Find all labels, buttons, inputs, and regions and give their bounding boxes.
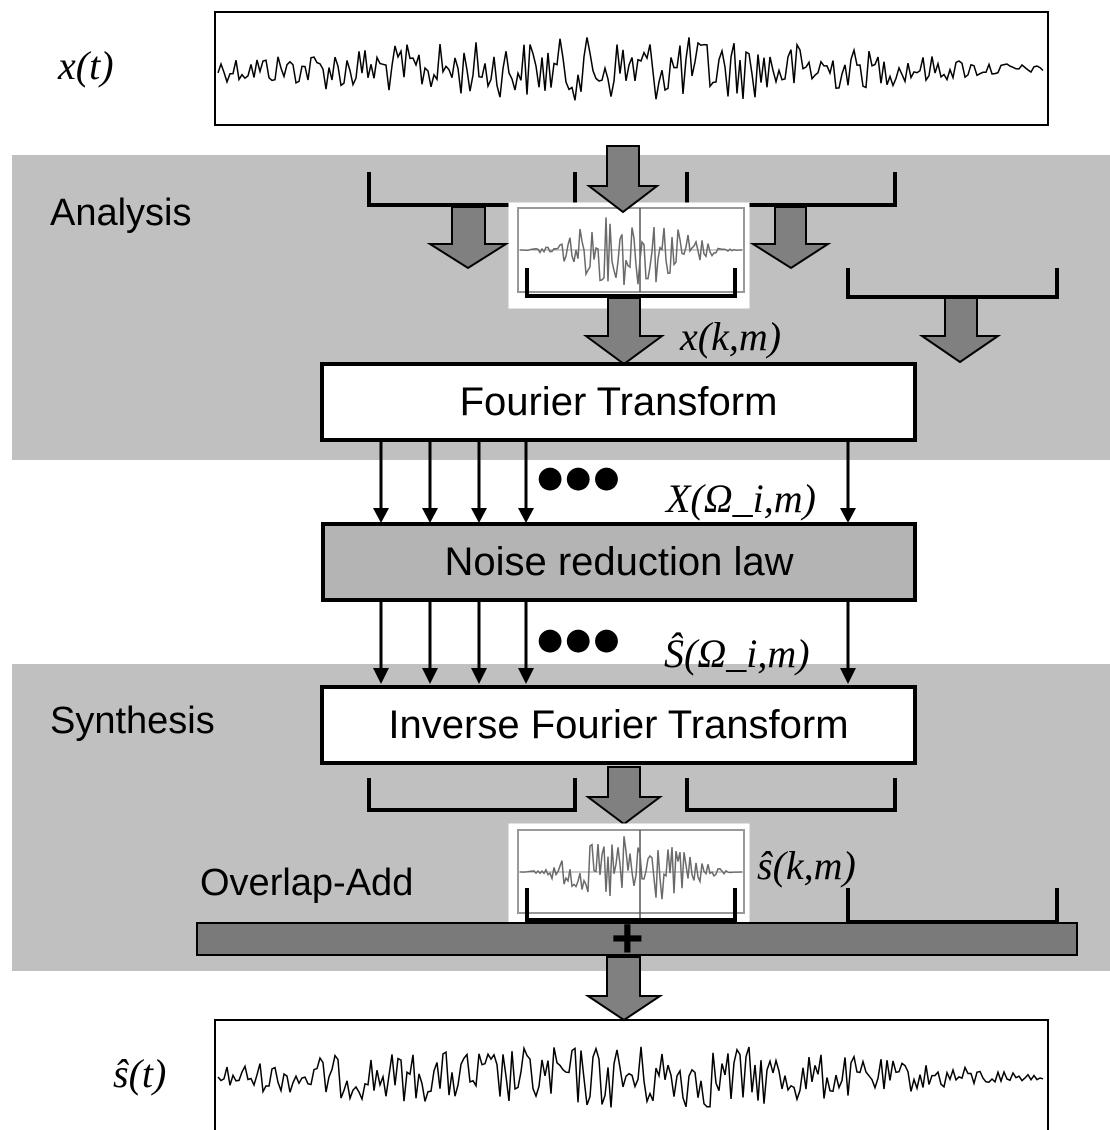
ellipsis-spectrum-in: ●●● — [537, 460, 622, 495]
frame-input-label: x(k,m) — [680, 314, 782, 359]
spectrum-input-label: X(Ω_i,m) — [666, 476, 816, 521]
output-signal-label: ŝ(t) — [113, 1051, 167, 1096]
synthesis-frame-waveform — [520, 836, 742, 900]
spectrum-bin-arrows — [379, 440, 850, 670]
input-waveform — [217, 37, 1044, 101]
adder-plus-symbol: + — [611, 906, 644, 969]
input-signal-label: x(t) — [58, 43, 114, 88]
inverse-fourier-transform-block: Inverse Fourier Transform — [320, 685, 917, 765]
spectrum-arrowheads — [373, 508, 856, 684]
synthesis-stage-label: Synthesis — [50, 700, 215, 742]
fourier-transform-block: Fourier Transform — [320, 362, 917, 442]
frame-estimate-label: ŝ(k,m) — [757, 843, 856, 888]
output-arrow — [584, 956, 664, 1022]
input-signal-panel — [214, 11, 1049, 126]
noise-reduction-block: Noise reduction law — [321, 522, 917, 602]
window4-arrow — [918, 297, 1002, 364]
analysis-frame-waveform — [520, 217, 742, 286]
output-waveform — [217, 1045, 1044, 1108]
frame-to-ft-arrow — [582, 297, 666, 366]
ift-output-arrow — [585, 766, 663, 826]
spectrum-estimate-label: Ŝ(Ω_i,m) — [664, 631, 810, 676]
analysis-stage-label: Analysis — [50, 192, 192, 234]
overlap-add-label: Overlap-Add — [200, 862, 414, 904]
input-split-arrow — [586, 145, 660, 214]
overlap-add-bar — [196, 922, 1078, 956]
window1-arrow — [426, 206, 510, 270]
analysis-arrows — [426, 145, 1002, 366]
window3-arrow — [749, 206, 832, 270]
ellipsis-spectrum-out: ●●● — [537, 622, 622, 657]
